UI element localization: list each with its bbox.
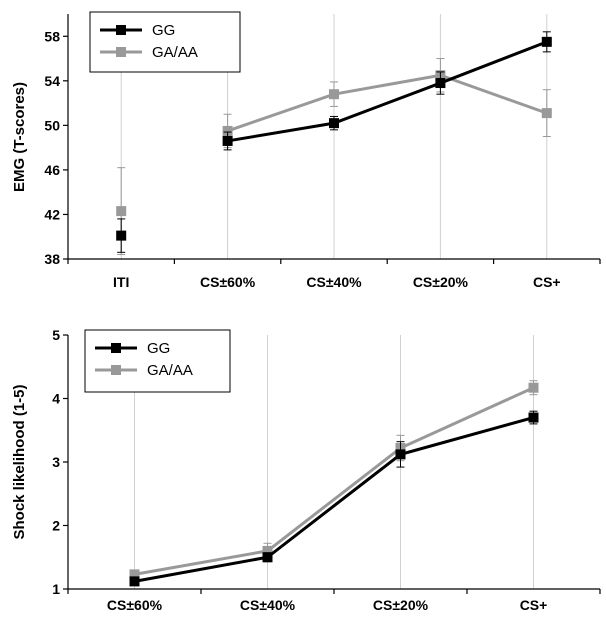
y-tick-label: 1 <box>52 581 60 597</box>
y-axis-label: EMG (T-scores) <box>11 82 28 192</box>
series-line <box>227 40 548 143</box>
data-point <box>541 36 552 47</box>
x-tick-label: CS±40% <box>306 274 362 290</box>
data-point <box>116 206 127 217</box>
legend-label: GA/AA <box>152 44 198 61</box>
x-tick-label: CS±60% <box>200 274 256 290</box>
y-tick-label: 46 <box>44 162 60 178</box>
x-tick-label: CS+ <box>520 597 548 613</box>
legend-swatch-marker <box>111 365 121 375</box>
x-tick-label: CS±20% <box>413 274 469 290</box>
data-point <box>329 89 339 100</box>
legend-label: GG <box>152 22 175 39</box>
legend-swatch-marker <box>116 25 126 35</box>
y-tick-label: 3 <box>52 454 60 470</box>
data-point <box>528 412 539 423</box>
y-tick-label: 2 <box>52 518 60 534</box>
series-line <box>134 416 534 583</box>
x-tick-label: CS±60% <box>107 597 163 613</box>
data-point <box>528 382 539 393</box>
x-tick-label: CS+ <box>533 274 561 290</box>
y-tick-label: 4 <box>52 391 60 407</box>
legend-label: GG <box>147 340 170 357</box>
y-tick-label: 58 <box>44 28 60 44</box>
data-point <box>129 576 140 587</box>
x-tick-label: CS±20% <box>373 597 429 613</box>
emg-chart: 38 42 46 50 54 58 ITI CS±60% CS±40% CS±20% CS+ EMG … <box>11 11 601 290</box>
y-axis-label: Shock likelihood (1-5) <box>11 384 28 539</box>
y-tick-label: 54 <box>44 73 60 89</box>
series-line <box>134 386 535 576</box>
legend-swatch-marker <box>111 343 121 353</box>
y-tick-label: 38 <box>44 251 60 267</box>
legend: GG GA/AA <box>89 11 241 73</box>
legend: GG GA/AA <box>84 329 231 393</box>
legend-box <box>84 329 231 393</box>
data-point <box>435 78 446 89</box>
data-point <box>329 118 339 129</box>
y-tick-label: 50 <box>44 117 60 133</box>
data-point <box>116 230 127 241</box>
data-point <box>395 449 406 460</box>
data-point <box>129 569 140 580</box>
data-point <box>541 108 552 119</box>
data-point <box>262 552 273 563</box>
data-point <box>262 545 273 556</box>
data-point <box>222 125 233 136</box>
legend-box <box>89 11 241 73</box>
legend-swatch-marker <box>116 47 126 57</box>
y-tick-label: 42 <box>44 206 60 222</box>
y-tick-label: 5 <box>52 327 60 343</box>
series-line <box>227 73 548 133</box>
x-tick-label: ITI <box>113 274 129 290</box>
data-point <box>222 135 233 146</box>
x-tick-label: CS±40% <box>240 597 296 613</box>
legend-label: GA/AA <box>147 362 193 379</box>
shock-likelihood-chart: 1 2 3 4 5 CS±60% CS±40% CS±20% CS+ Shock likeliho… <box>11 327 601 613</box>
